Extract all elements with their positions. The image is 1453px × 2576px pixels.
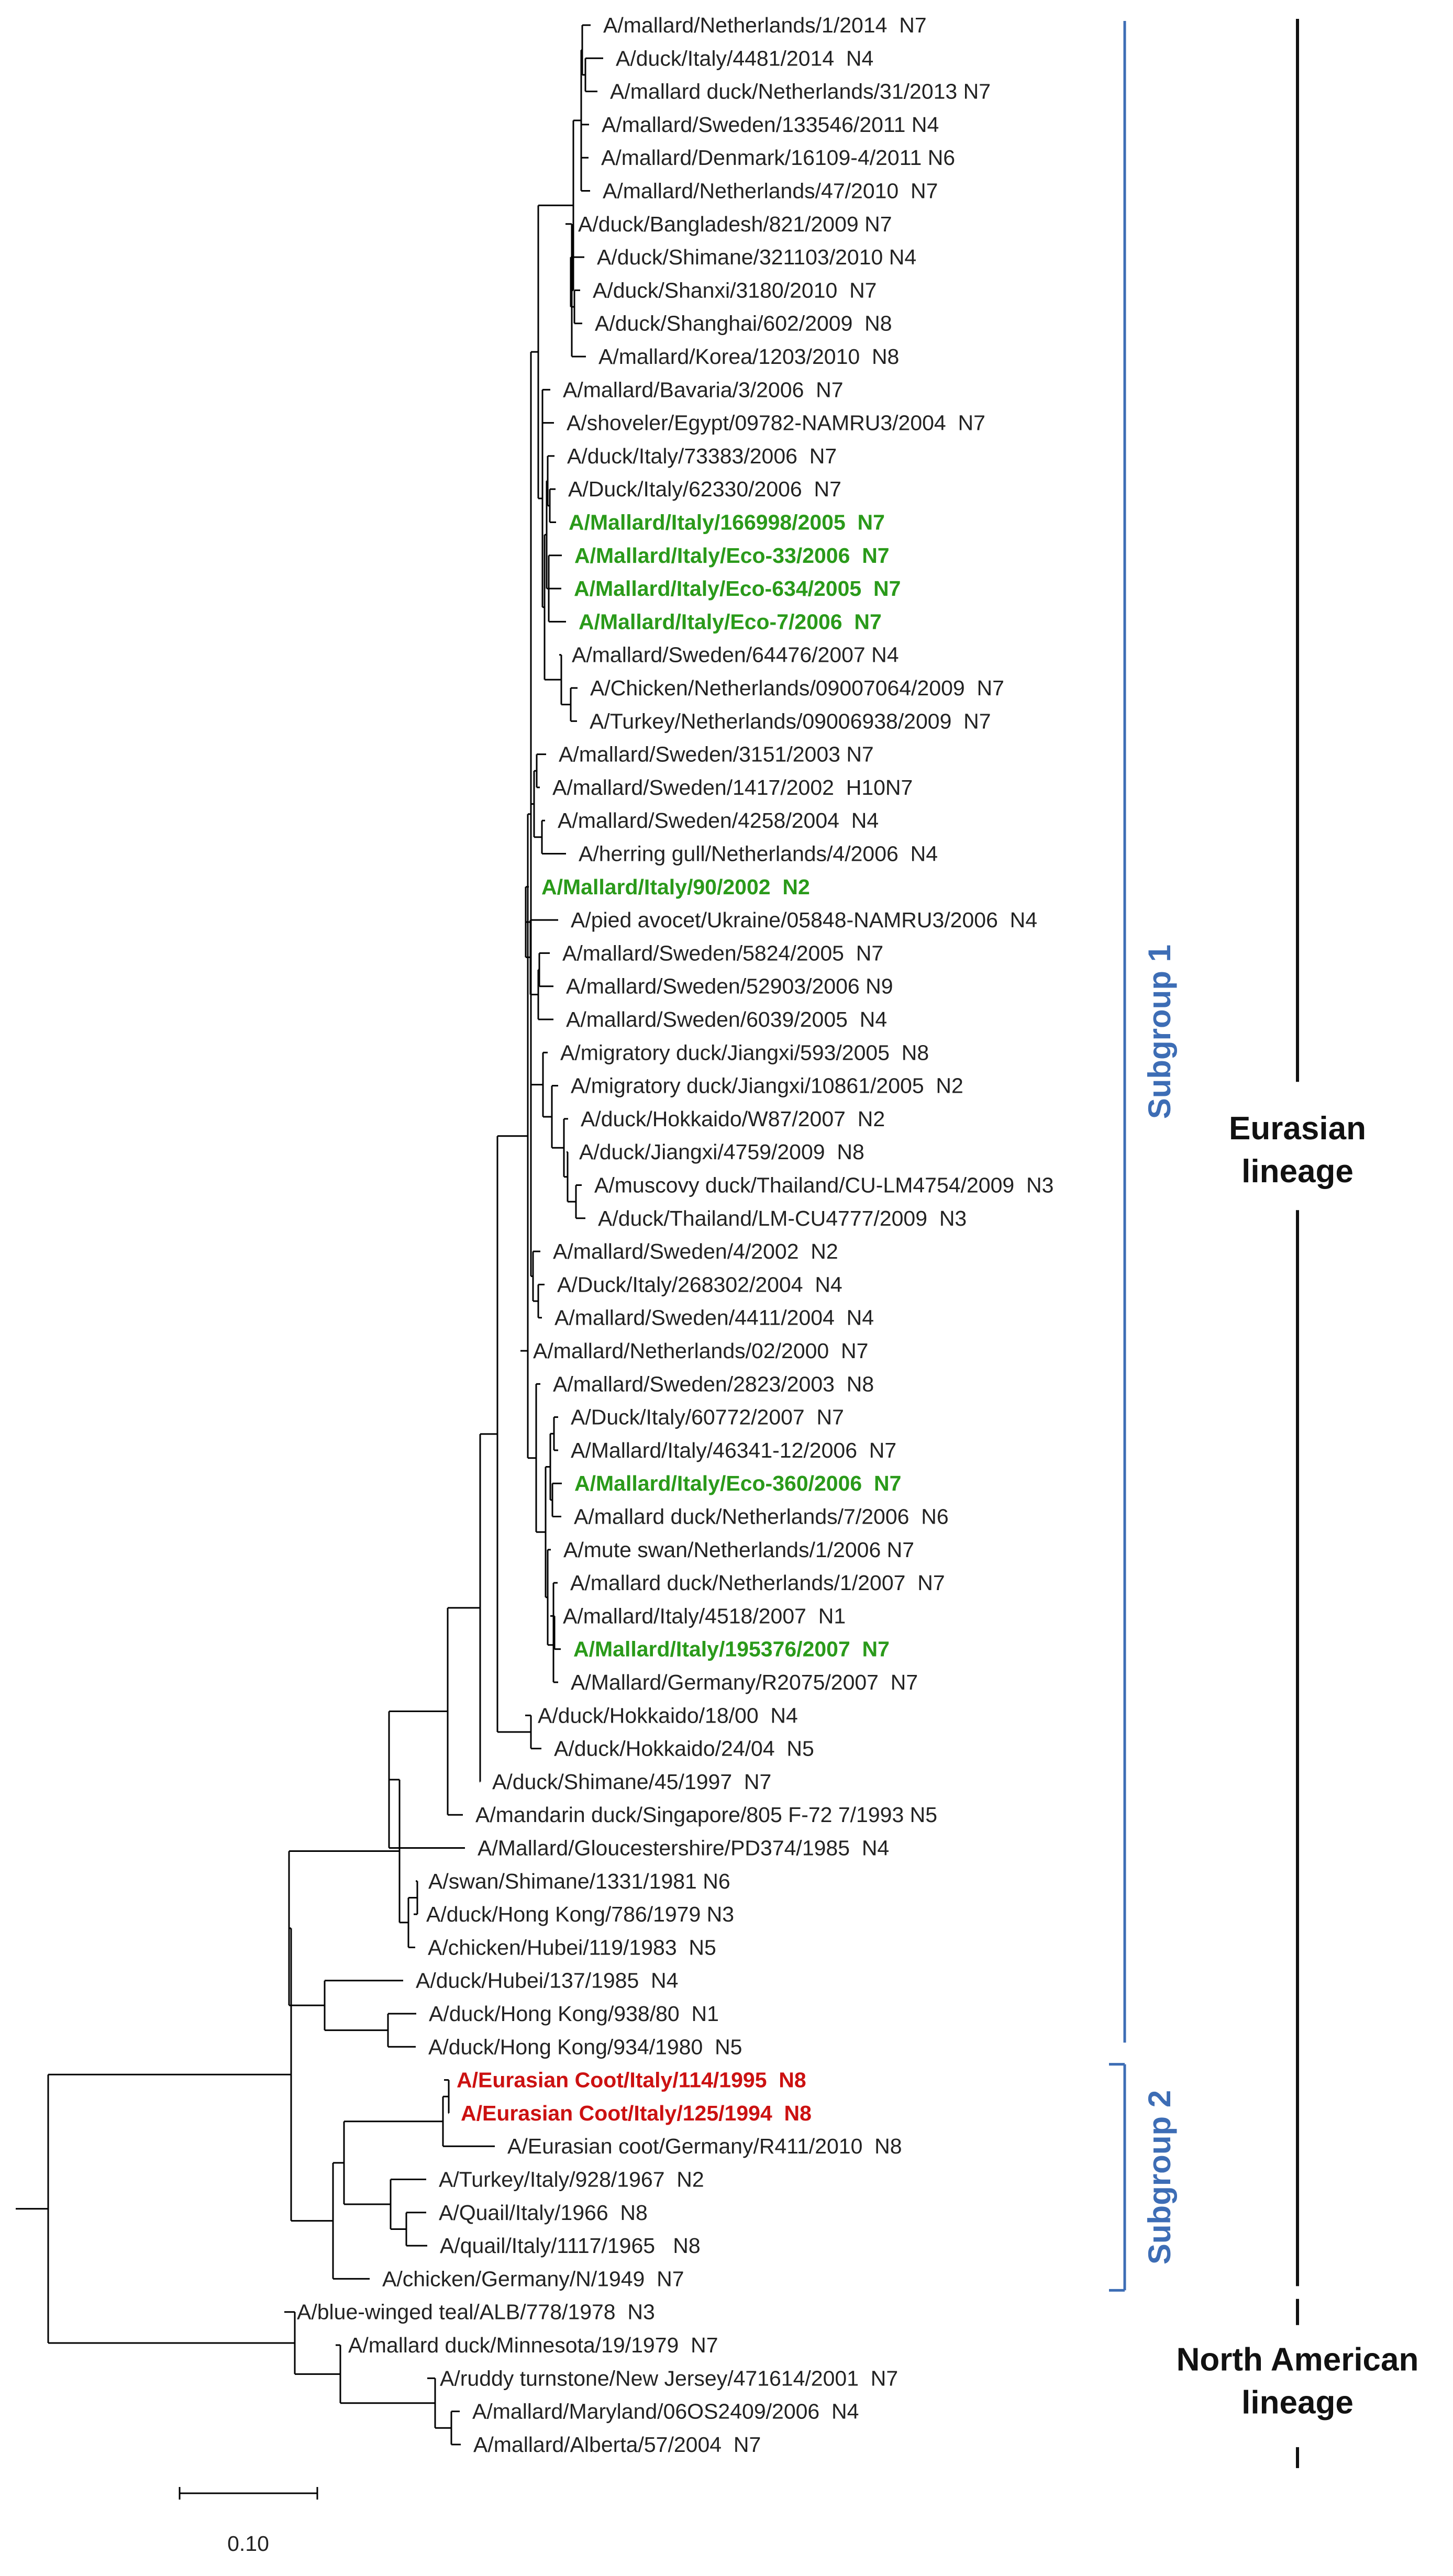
taxon-label: A/migratory duck/Jiangxi/10861/2005 N2 <box>571 1074 963 1098</box>
taxon-label: A/duck/Hong Kong/934/1980 N5 <box>428 2035 742 2059</box>
group-brackets: Subgroup 1 Subgroup 2 Eurasian lineage North… <box>1109 19 1418 2468</box>
taxon-label: A/Duck/Italy/268302/2004 N4 <box>557 1272 842 1296</box>
taxon-label: A/Mallard/Gloucestershire/PD374/1985 N4 <box>478 1836 889 1860</box>
tree-branches <box>16 24 603 2446</box>
taxon-label: A/duck/Thailand/LM-CU4777/2009 N3 <box>598 1206 967 1230</box>
taxon-label: A/mallard/Sweden/1417/2002 H10N7 <box>552 775 913 800</box>
taxon-label: A/mallard/Sweden/4411/2004 N4 <box>554 1306 874 1330</box>
taxon-label: A/Mallard/Italy/Eco-33/2006 N7 <box>574 543 890 568</box>
taxon-label: A/duck/Hong Kong/938/80 N1 <box>429 2002 719 2026</box>
taxon-label: A/quail/Italy/1117/1965 N8 <box>440 2234 701 2258</box>
taxon-label: A/mallard/Sweden/4258/2004 N4 <box>558 808 879 832</box>
taxon-label: A/duck/Italy/4481/2014 N4 <box>616 46 873 70</box>
taxon-label: A/mallard/Netherlands/47/2010 N7 <box>603 179 938 203</box>
taxon-label: A/Turkey/Italy/928/1967 N2 <box>439 2168 704 2192</box>
taxon-label: A/chicken/Hubei/119/1983 N5 <box>428 1935 716 1959</box>
taxon-label: A/Eurasian Coot/Italy/114/1995 N8 <box>457 2068 806 2092</box>
eurasian-lineage-label-line1: Eurasian <box>1229 1111 1366 1147</box>
taxon-label: A/Turkey/Netherlands/09006938/2009 N7 <box>590 709 991 733</box>
taxon-label: A/mallard/Sweden/52903/2006 N9 <box>566 974 893 998</box>
taxon-label: A/duck/Hokkaido/18/00 N4 <box>538 1703 798 1727</box>
taxon-label: A/Duck/Italy/62330/2006 N7 <box>568 477 841 501</box>
taxon-label: A/duck/Hokkaido/24/04 N5 <box>554 1737 814 1761</box>
eurasian-lineage-label-line2: lineage <box>1241 1153 1354 1190</box>
taxon-label: A/Chicken/Netherlands/09007064/2009 N7 <box>590 676 1004 700</box>
taxon-label: A/mallard/Netherlands/02/2000 N7 <box>533 1339 868 1363</box>
north-american-lineage-label-line2: lineage <box>1241 2384 1354 2420</box>
taxon-label: A/mallard/Maryland/06OS2409/2006 N4 <box>472 2400 859 2424</box>
subgroup-2-label: Subgroup 2 <box>1142 2090 1177 2264</box>
taxon-label: A/mallard/Korea/1203/2010 N8 <box>598 345 899 369</box>
taxon-label: A/chicken/Germany/N/1949 N7 <box>382 2267 684 2291</box>
taxon-label: A/mallard/Alberta/57/2004 N7 <box>473 2433 761 2457</box>
taxon-label: A/duck/Bangladesh/821/2009 N7 <box>578 212 892 236</box>
taxon-label: A/Mallard/Italy/195376/2007 N7 <box>573 1637 890 1661</box>
taxon-label: A/mallard duck/Netherlands/1/2007 N7 <box>570 1571 945 1595</box>
taxon-label: A/swan/Shimane/1331/1981 N6 <box>428 1869 730 1893</box>
taxon-label: A/Duck/Italy/60772/2007 N7 <box>571 1405 844 1429</box>
taxon-label: A/shoveler/Egypt/09782-NAMRU3/2004 N7 <box>567 411 985 435</box>
taxon-label: A/Mallard/Italy/46341-12/2006 N7 <box>571 1438 896 1462</box>
taxon-label: A/duck/Italy/73383/2006 N7 <box>567 444 837 468</box>
taxon-label: A/mallard/Sweden/4/2002 N2 <box>553 1239 838 1263</box>
taxon-label: A/mallard duck/Netherlands/7/2006 N6 <box>574 1505 949 1529</box>
taxon-label: A/mallard/Sweden/133546/2011 N4 <box>602 113 939 137</box>
taxon-label: A/duck/Jiangxi/4759/2009 N8 <box>579 1140 864 1164</box>
taxon-label: A/Mallard/Italy/166998/2005 N7 <box>569 510 885 535</box>
tree-tip-labels: A/mallard/Netherlands/1/2014 N7 A/duck/It… <box>297 13 1053 2457</box>
taxon-label: A/duck/Shanghai/602/2009 N8 <box>595 312 892 336</box>
taxon-label: A/duck/Shimane/321103/2010 N4 <box>597 245 916 269</box>
taxon-label: A/mallard/Sweden/6039/2005 N4 <box>566 1007 887 1031</box>
taxon-label: A/mallard/Netherlands/1/2014 N7 <box>603 13 927 37</box>
taxon-label: A/herring gull/Netherlands/4/2006 N4 <box>579 842 938 866</box>
taxon-label: A/Mallard/Germany/R2075/2007 N7 <box>571 1670 918 1694</box>
taxon-label: A/duck/Shimane/45/1997 N7 <box>492 1770 771 1794</box>
taxon-label: A/duck/Shanxi/3180/2010 N7 <box>593 278 877 302</box>
taxon-label: A/ruddy turnstone/New Jersey/471614/2001… <box>440 2366 898 2390</box>
taxon-label: A/pied avocet/Ukraine/05848-NAMRU3/2006 … <box>571 908 1037 932</box>
scale-bar-label: 0.10 <box>227 2531 269 2556</box>
taxon-label: A/mallard/Italy/4518/2007 N1 <box>563 1604 846 1628</box>
taxon-label: A/Eurasian coot/Germany/R411/2010 N8 <box>507 2134 902 2158</box>
taxon-label: A/mallard/Sweden/2823/2003 N8 <box>553 1372 874 1396</box>
taxon-label: A/mallard/Sweden/3151/2003 N7 <box>559 742 874 767</box>
taxon-label: A/mallard/Sweden/64476/2007 N4 <box>572 643 899 667</box>
taxon-label: A/Mallard/Italy/Eco-7/2006 N7 <box>579 609 882 634</box>
taxon-label: A/mallard duck/Minnesota/19/1979 N7 <box>348 2333 718 2357</box>
taxon-label: A/Eurasian Coot/Italy/125/1994 N8 <box>461 2101 812 2125</box>
taxon-label: A/Quail/Italy/1966 N8 <box>439 2201 648 2225</box>
taxon-label: A/mute swan/Netherlands/1/2006 N7 <box>563 1538 914 1562</box>
taxon-label: A/mallard duck/Netherlands/31/2013 N7 <box>610 80 991 104</box>
taxon-label: A/migratory duck/Jiangxi/593/2005 N8 <box>560 1040 929 1064</box>
taxon-label: A/blue-winged teal/ALB/778/1978 N3 <box>297 2300 655 2324</box>
taxon-label: A/duck/Hokkaido/W87/2007 N2 <box>581 1107 885 1131</box>
north-american-lineage-label-line1: North American <box>1177 2341 1419 2378</box>
taxon-label: A/duck/Hong Kong/786/1979 N3 <box>426 1902 734 1926</box>
taxon-label: A/mallard/Denmark/16109-4/2011 N6 <box>601 146 955 170</box>
taxon-label: A/muscovy duck/Thailand/CU-LM4754/2009 N… <box>594 1173 1053 1197</box>
scale-bar: 0.10 <box>179 2487 318 2556</box>
taxon-label: A/mallard/Bavaria/3/2006 N7 <box>563 377 844 402</box>
taxon-label: A/Mallard/Italy/90/2002 N2 <box>541 875 810 899</box>
subgroup-1-label: Subgroup 1 <box>1142 945 1177 1119</box>
taxon-label: A/Mallard/Italy/Eco-634/2005 N7 <box>574 576 901 601</box>
taxon-label: A/Mallard/Italy/Eco-360/2006 N7 <box>574 1471 901 1495</box>
taxon-label: A/duck/Hubei/137/1985 N4 <box>416 1969 678 1993</box>
taxon-label: A/mandarin duck/Singapore/805 F-72 7/199… <box>475 1803 937 1827</box>
taxon-label: A/mallard/Sweden/5824/2005 N7 <box>562 941 883 965</box>
